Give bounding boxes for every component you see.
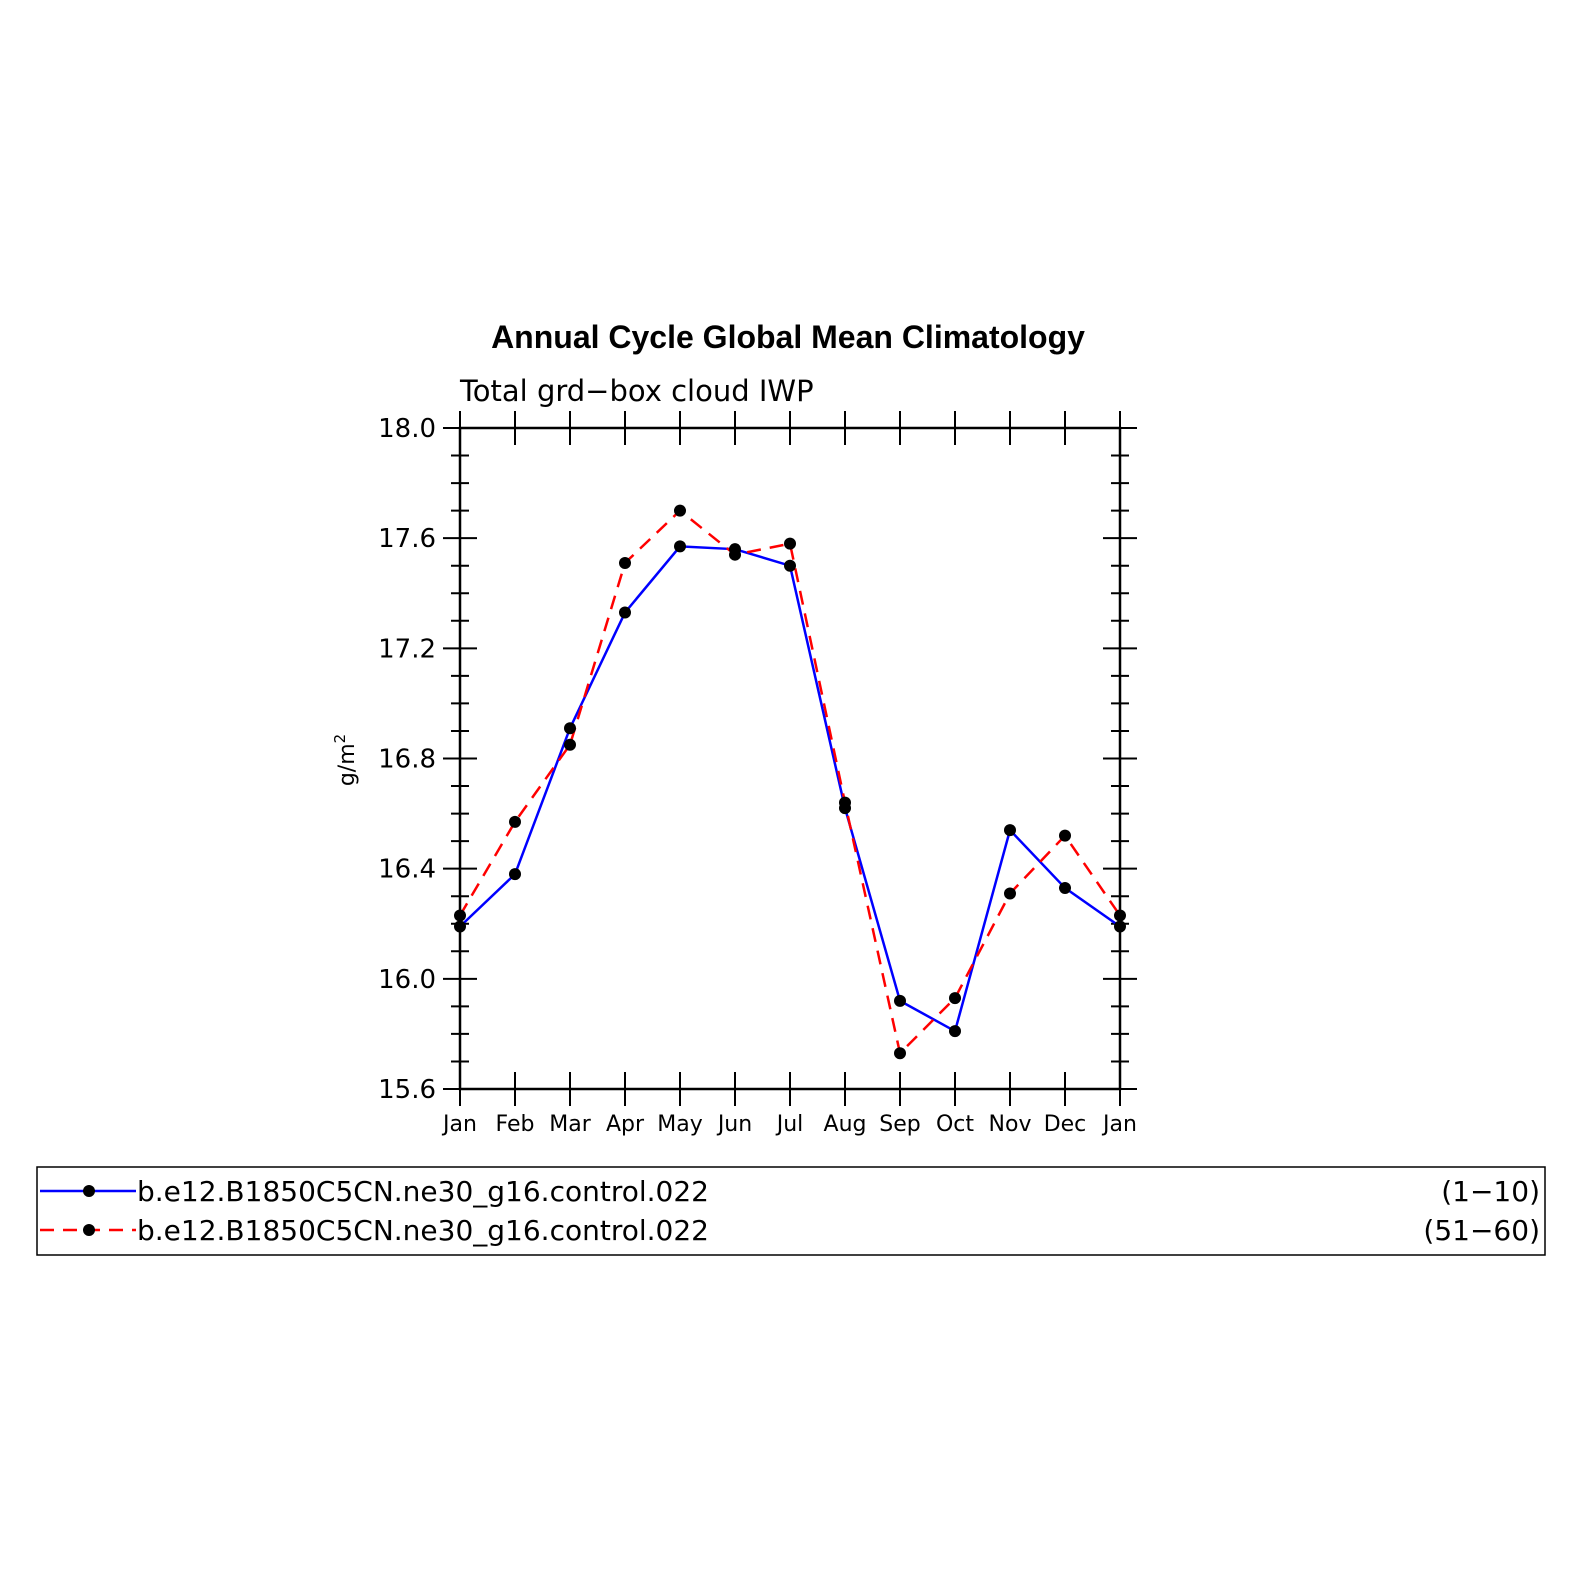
series-2-point xyxy=(894,1047,906,1060)
x-tick-label: Jun xyxy=(716,1112,752,1137)
x-tick-label: Dec xyxy=(1044,1112,1087,1137)
series-2-point xyxy=(509,815,521,828)
chart-title: Annual Cycle Global Mean Climatology xyxy=(491,319,1085,355)
series-2-point xyxy=(564,738,576,751)
y-axis-label: g/m2 xyxy=(331,734,360,786)
series-layer xyxy=(454,504,1126,1060)
series-1-point xyxy=(564,722,576,735)
y-tick-label: 16.4 xyxy=(378,855,436,885)
series-2-point xyxy=(729,548,741,561)
legend-years-2: (51−60) xyxy=(1423,1214,1540,1247)
legend-box xyxy=(36,1166,1546,1256)
x-tick-label: Oct xyxy=(936,1112,974,1137)
y-axis-label-unit: g/m xyxy=(335,743,360,786)
series-2-point xyxy=(1004,887,1016,900)
x-tick-label: Jan xyxy=(1101,1112,1137,1137)
chart-subtitle: Total grd−box cloud IWP xyxy=(459,374,814,408)
y-tick-label: 17.6 xyxy=(378,524,436,554)
x-tick-label: Nov xyxy=(989,1112,1032,1137)
series-2-point xyxy=(949,992,961,1005)
series-1-point xyxy=(1059,881,1071,894)
series-2-point xyxy=(1114,909,1126,922)
series-1-point xyxy=(894,994,906,1007)
legend-label-2: b.e12.B1850C5CN.ne30_g16.control.022 xyxy=(137,1214,709,1247)
x-tick-label: Jul xyxy=(775,1112,804,1137)
legend-label-1: b.e12.B1850C5CN.ne30_g16.control.022 xyxy=(137,1175,709,1208)
legend-marker-2 xyxy=(83,1224,95,1236)
y-tick-label: 15.6 xyxy=(378,1075,436,1105)
x-tick-label: Apr xyxy=(606,1112,645,1137)
y-tick-label: 16.0 xyxy=(378,965,436,995)
x-tick-label: Feb xyxy=(496,1112,535,1137)
series-2-point xyxy=(1059,829,1071,842)
y-axis-label-sup: 2 xyxy=(331,734,349,744)
y-tick-label: 17.2 xyxy=(378,634,436,664)
x-tick-label: Jan xyxy=(441,1112,477,1137)
series-1-point xyxy=(509,868,521,881)
x-tick-label: Mar xyxy=(549,1112,591,1137)
series-1-point xyxy=(674,540,686,553)
series-line-1 xyxy=(459,545,1121,1034)
axes-layer: 15.6 16.0 16.4 16.8 17.2 17.6 18.0 Jan Feb Mar Apr… xyxy=(378,411,1137,1137)
y-tick-label: 18.0 xyxy=(378,414,436,444)
legend-years-1: (1−10) xyxy=(1441,1175,1540,1208)
series-1-point xyxy=(454,920,466,933)
series-1-point xyxy=(1004,824,1016,837)
x-tick-label: Aug xyxy=(824,1112,867,1137)
x-tick-label: Sep xyxy=(879,1112,920,1137)
x-tick-label: May xyxy=(657,1112,702,1137)
legend-marker-1 xyxy=(83,1185,95,1197)
series-2-point xyxy=(839,796,851,809)
series-1-point xyxy=(1114,920,1126,933)
series-2-point xyxy=(619,556,631,569)
series-2-point xyxy=(674,504,686,517)
series-2-point xyxy=(454,909,466,922)
series-1-point xyxy=(784,559,796,572)
series-1-point xyxy=(619,606,631,619)
y-tick-label: 16.8 xyxy=(378,745,436,775)
series-2-point xyxy=(784,537,796,550)
series-line-2 xyxy=(458,508,1122,1056)
series-1-point xyxy=(949,1025,961,1038)
legend: b.e12.B1850C5CN.ne30_g16.control.022 (1−1… xyxy=(36,1166,1546,1256)
